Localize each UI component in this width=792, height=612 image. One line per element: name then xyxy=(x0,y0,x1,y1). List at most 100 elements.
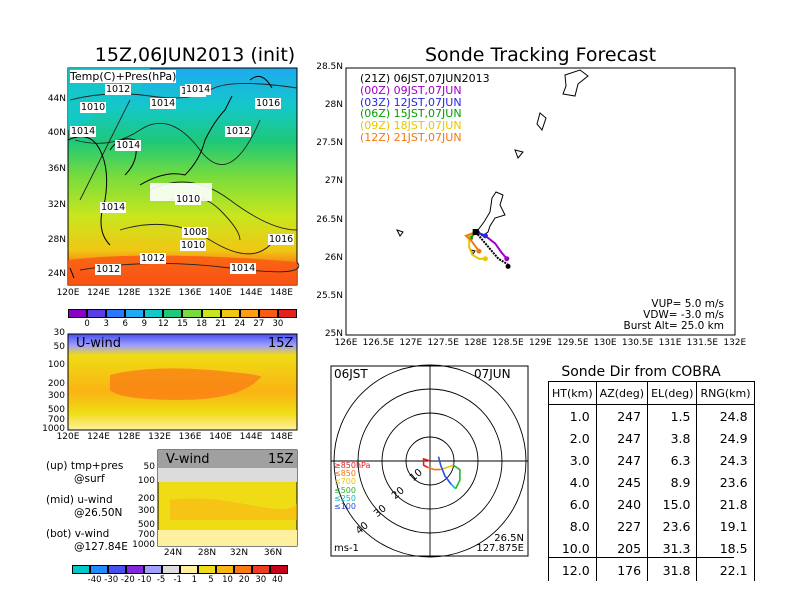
u-x-tick: 124E xyxy=(87,432,110,442)
note-up-level: @surf xyxy=(74,473,105,485)
table-cell: 6.0 xyxy=(548,493,597,515)
map-lon-label: 120E xyxy=(56,288,80,298)
temp-colorbar-swatch xyxy=(239,309,259,318)
v-y-tick: 500 xyxy=(137,520,155,530)
table-row: 1.0 247 1.5 24.8 xyxy=(548,404,755,427)
hodograph-date: 07JUN xyxy=(474,367,511,381)
u-y-tick: 300 xyxy=(47,391,65,401)
wind-colorbar-swatch xyxy=(72,565,90,574)
wind-colorbar-tick: 5 xyxy=(208,575,214,585)
param-vup: VUP= 5.0 m/s xyxy=(651,298,724,310)
table-cell: 23.6 xyxy=(696,471,755,493)
wind-colorbar-tick: 10 xyxy=(222,575,233,585)
hodograph-pressure-legend: ≥850hPa ≤850 ≤700 ≤500 ≤250 ≤100 xyxy=(334,461,371,511)
note-up: (up) tmp+pres xyxy=(46,460,124,472)
track-legend-item: (09Z) 18JST,07JUN xyxy=(360,119,462,133)
table-bottom-border xyxy=(548,557,734,558)
track-legend-item: (06Z) 15JST,07JUN xyxy=(360,107,462,121)
track-lat-label: 28N xyxy=(324,100,343,111)
temp-colorbar-tick: 27 xyxy=(253,319,265,329)
temp-colorbar-swatch xyxy=(220,309,240,318)
table-row: 2.0 247 3.8 24.9 xyxy=(548,427,755,449)
wind-colorbar-tick: -30 xyxy=(104,575,119,585)
wind-colorbar-tick: 1 xyxy=(191,575,197,585)
track-params: VUP= 5.0 m/s VDW= -3.0 m/s Burst Alt= 25… xyxy=(624,298,724,332)
track-lon-label: 128.5E xyxy=(492,338,524,348)
pressure-legend-item: ≤850 xyxy=(334,469,356,479)
table-header-cell: RNG(km) xyxy=(696,381,755,405)
temp-colorbar-swatch xyxy=(258,309,278,318)
track-title: Sonde Tracking Forecast xyxy=(424,44,657,66)
v-y-tick: 50 xyxy=(143,462,155,472)
track-endpoint xyxy=(505,263,511,269)
map-lon-label: 128E xyxy=(117,288,141,298)
v-x-tick: 24N xyxy=(163,548,183,558)
v-y-tick: 1000 xyxy=(132,540,155,550)
track-legend-item: (12Z) 21JST,07JUN xyxy=(360,130,462,144)
temp-colorbar-tick: 6 xyxy=(122,319,128,329)
isobar-label: 1008 xyxy=(182,227,209,238)
map-title: 15Z,06JUN2013 (init) xyxy=(94,44,296,66)
u-y-tick: 100 xyxy=(47,360,65,370)
isobar-label: 1012 xyxy=(140,253,167,264)
table-row: 3.0 247 6.3 24.3 xyxy=(548,449,755,471)
wind-colorbar-swatch xyxy=(252,565,270,574)
hodograph-series-line xyxy=(437,456,452,485)
table-cell: 8.0 xyxy=(548,515,597,537)
u-x-tick: 144E xyxy=(239,432,263,442)
map-lat-label: 44N xyxy=(47,94,66,104)
temp-colorbar-tick: 30 xyxy=(272,319,284,329)
hodograph-lon: 127.875E xyxy=(476,543,524,554)
map-lon-label: 124E xyxy=(87,288,110,298)
track-legend: (21Z) 06JST,07JUN2013 (00Z) 09JST,07JUN (0… xyxy=(360,73,490,144)
temp-colorbar-tick: 24 xyxy=(234,319,246,329)
track-lon-label: 131.5E xyxy=(686,338,719,348)
track-endpoint xyxy=(504,256,510,262)
note-mid: (mid) u-wind xyxy=(46,494,113,506)
track-lon-label: 126E xyxy=(334,338,358,348)
track-endpoint xyxy=(476,248,482,254)
track-lat-label: 27.5N xyxy=(316,138,343,149)
track-lon-label: 129E xyxy=(528,338,552,348)
map-lon-label: 140E xyxy=(209,288,232,298)
track-lon-label: 130E xyxy=(593,338,617,348)
table-cell: 15.0 xyxy=(647,493,698,515)
u-x-tick: 128E xyxy=(117,432,141,442)
isobar-label: 1014 xyxy=(70,126,97,137)
temp-colorbar-swatch xyxy=(125,309,145,318)
track-legend-item: (03Z) 12JST,07JUN xyxy=(360,95,462,109)
track-frame xyxy=(345,67,736,336)
isobar-label: 1014 xyxy=(100,202,127,213)
table-cell: 12.0 xyxy=(548,559,597,581)
track-lon-label: 132E xyxy=(723,338,747,348)
v-x-tick: 28N xyxy=(197,548,217,558)
isobar-label: 1014 xyxy=(150,98,177,109)
u-y-tick: 500 xyxy=(47,405,65,415)
table-row: 10.0 205 31.3 18.5 xyxy=(548,537,755,559)
track-lon-label: 127.5E xyxy=(427,338,459,348)
table-cell: 21.8 xyxy=(696,493,755,515)
hodograph xyxy=(330,364,529,558)
table-cell: 23.6 xyxy=(647,515,698,537)
temp-colorbar-tick: 21 xyxy=(215,319,227,329)
wind-colorbar-swatch xyxy=(144,565,162,574)
track-lat-label: 25.5N xyxy=(316,290,343,301)
track-lines xyxy=(464,229,511,269)
table-cell: 24.9 xyxy=(696,427,755,449)
table-row: 12.0 176 31.8 22.1 xyxy=(548,559,755,581)
track-endpoint xyxy=(482,233,488,239)
v-y-tick: 200 xyxy=(137,494,155,504)
temp-colorbar-swatch xyxy=(201,309,221,318)
table-cell: 8.9 xyxy=(647,471,698,493)
note-bot-level: @127.84E xyxy=(74,541,128,553)
table-cell: 227 xyxy=(595,515,649,537)
pressure-legend-item: ≥850hPa xyxy=(334,461,371,470)
hodograph-series-line xyxy=(427,466,441,471)
v-x-tick: 32N xyxy=(229,548,249,558)
table-header-cell: AZ(deg) xyxy=(595,381,649,405)
table-body: 1.0 247 1.5 24.8 2.0 247 3.8 24.9 3.0 247 6.3 24.3 4… xyxy=(548,404,755,581)
temp-colorbar-tick: 9 xyxy=(141,319,148,329)
wind-colorbar-tick: -10 xyxy=(137,575,152,585)
map-lon-label: 132E xyxy=(148,288,171,298)
